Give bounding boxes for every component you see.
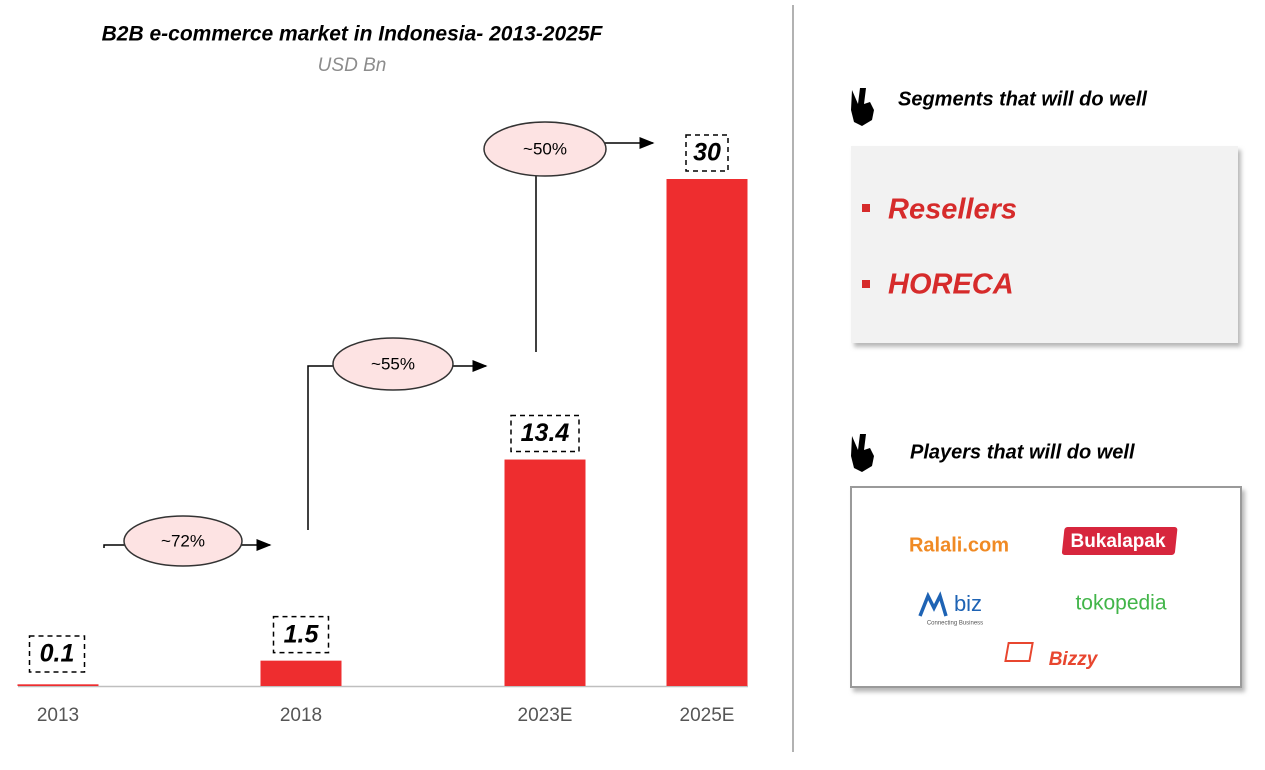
value-label: 13.4 bbox=[521, 419, 570, 447]
bullet bbox=[862, 204, 870, 212]
bar bbox=[260, 660, 342, 686]
value-label: 0.1 bbox=[40, 640, 75, 668]
value-label-box bbox=[272, 615, 330, 654]
x-tick-label: 2025E bbox=[680, 705, 735, 726]
bullet bbox=[862, 280, 870, 288]
logo: biz bbox=[954, 591, 982, 616]
logo-mark bbox=[918, 591, 948, 617]
value-label: 30 bbox=[693, 139, 721, 167]
cagr-label: ~72% bbox=[161, 531, 205, 550]
bar bbox=[504, 459, 586, 686]
logo-tagline: Connecting Business bbox=[927, 621, 983, 627]
value-label: 1.5 bbox=[284, 620, 320, 648]
segment-item: HORECA bbox=[888, 269, 1014, 301]
value-label-box bbox=[510, 414, 580, 453]
segments-box bbox=[851, 146, 1238, 343]
logo: Ralali.com bbox=[909, 534, 1009, 556]
bar bbox=[17, 684, 99, 686]
bar bbox=[666, 179, 748, 686]
peace-icon bbox=[851, 434, 874, 472]
logo-bg bbox=[1061, 527, 1178, 555]
peace-icon bbox=[851, 88, 874, 126]
players-box bbox=[850, 486, 1242, 688]
bars: 2013 0.1 2018 1.5 2023E 13.4 2025E 30 bbox=[17, 134, 748, 726]
value-label-box bbox=[28, 635, 86, 673]
chart-subtitle: USD Bn bbox=[318, 55, 387, 76]
logo-mark bbox=[1004, 642, 1034, 662]
x-tick-label: 2023E bbox=[518, 705, 573, 726]
logo: Bukalapak bbox=[1070, 531, 1165, 552]
value-label-box bbox=[685, 134, 729, 172]
section-title: Players that will do well bbox=[910, 441, 1135, 463]
cagr-label: ~50% bbox=[523, 139, 567, 158]
growth-bubbles: ~72% ~55% ~50% bbox=[123, 121, 607, 567]
segment-item: Resellers bbox=[888, 194, 1017, 226]
x-tick-label: 2018 bbox=[280, 705, 322, 726]
logo: tokopedia bbox=[1075, 592, 1166, 615]
x-tick-label: 2013 bbox=[37, 705, 79, 726]
logo: Bizzy bbox=[1049, 649, 1099, 670]
section-title: Segments that will do well bbox=[898, 88, 1147, 110]
chart-title: B2B e-commerce market in Indonesia- 2013… bbox=[102, 23, 604, 46]
cagr-label: ~55% bbox=[371, 354, 415, 373]
